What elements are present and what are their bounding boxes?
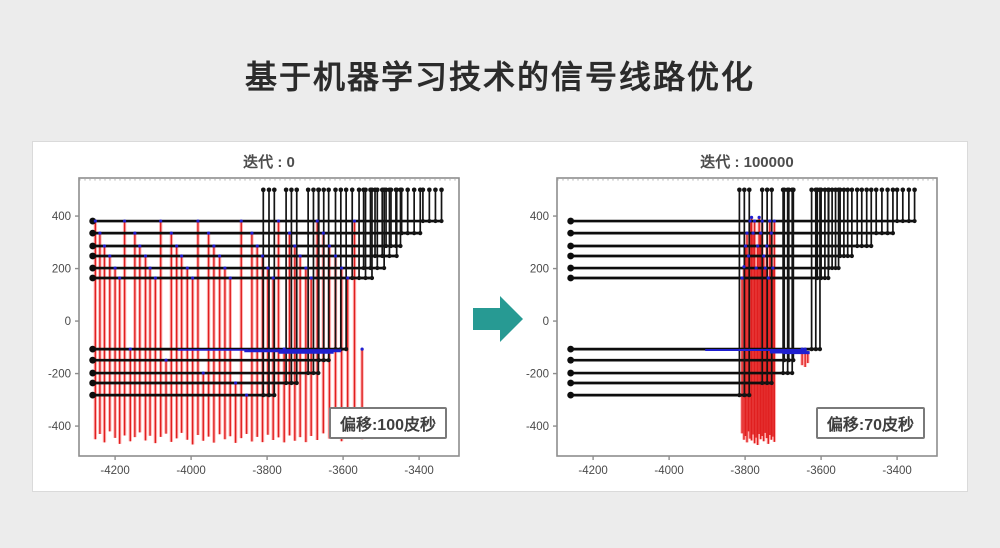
svg-text:-200: -200 (526, 369, 549, 381)
svg-text:0: 0 (65, 316, 71, 328)
svg-text:-3600: -3600 (328, 465, 357, 477)
svg-text:200: 200 (530, 264, 549, 276)
svg-text:-400: -400 (48, 421, 71, 433)
right-plot-svg: -4200 -4000 -3800 -3600 -3400 400 200 0 -200 -400 (526, 177, 938, 477)
svg-text:-4200: -4200 (100, 465, 129, 477)
right-panel: 迭代 : 100000 -4200 -4000 -3800 -3600 -3400 400… (515, 142, 961, 490)
svg-text:-3600: -3600 (806, 465, 835, 477)
left-plot-area: -4200 -4000 -3800 -3600 -3400 400 200 0 -200 -400… (37, 170, 477, 485)
right-panel-title: 迭代 : 100000 (700, 154, 794, 171)
svg-text:-400: -400 (526, 421, 549, 433)
svg-text:200: 200 (52, 264, 71, 276)
left-offset-annotation: 偏移:100皮秒 (328, 407, 447, 439)
svg-text:-3800: -3800 (730, 465, 759, 477)
svg-text:-4000: -4000 (654, 465, 683, 477)
svg-text:-3800: -3800 (252, 465, 281, 477)
svg-text:400: 400 (52, 211, 71, 223)
left-panel-title: 迭代 : 0 (243, 154, 295, 171)
svg-text:-3400: -3400 (404, 465, 433, 477)
svg-text:-4200: -4200 (578, 465, 607, 477)
right-plot-area: -4200 -4000 -3800 -3600 -3400 400 200 0 -200 -400… (515, 170, 955, 485)
right-arrow-icon (473, 296, 523, 342)
svg-text:0: 0 (543, 316, 549, 328)
svg-text:-4000: -4000 (176, 465, 205, 477)
figure-card: 迭代 : 0 -4200 -4000 -3800 -3600 -3400 400 200 0-… (32, 141, 968, 492)
right-offset-annotation: 偏移:70皮秒 (815, 407, 925, 439)
transform-arrow (473, 296, 523, 342)
svg-text:400: 400 (530, 211, 549, 223)
left-plot-svg: -4200 -4000 -3800 -3600 -3400 400 200 0 -200 -400 (48, 177, 460, 477)
svg-text:-3400: -3400 (882, 465, 911, 477)
left-panel: 迭代 : 0 -4200 -4000 -3800 -3600 -3400 400 200 0-… (37, 142, 483, 490)
page-title: 基于机器学习技术的信号线路优化 (244, 59, 755, 95)
svg-text:-200: -200 (48, 369, 71, 381)
